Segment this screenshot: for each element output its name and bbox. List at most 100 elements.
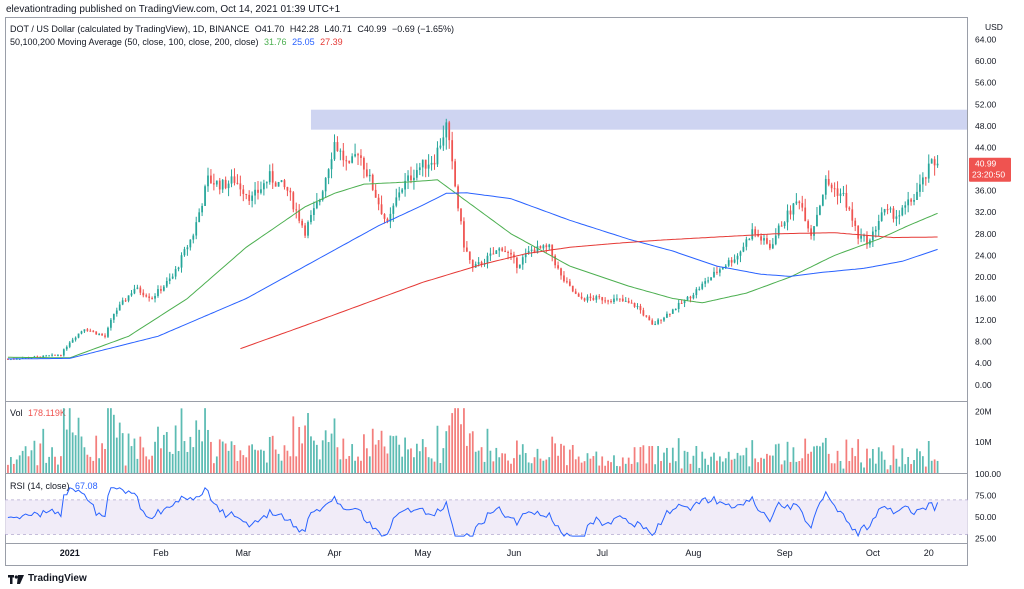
volume-bar <box>754 458 757 473</box>
volume-bar <box>901 448 904 473</box>
candle-body <box>616 298 618 300</box>
volume-bar <box>374 444 377 473</box>
volume-bar <box>201 441 203 473</box>
volume-bar <box>218 439 221 473</box>
volume-bar <box>666 447 668 473</box>
candle-body <box>621 298 624 301</box>
candle-body <box>898 215 901 217</box>
candle-body <box>477 262 480 265</box>
candle-body <box>495 250 498 254</box>
volume-bar <box>68 408 71 473</box>
volume-bar <box>212 463 215 473</box>
price-tick-label: 28.00 <box>975 229 997 239</box>
volume-bar <box>89 456 92 473</box>
time-tick-label: Apr <box>327 548 341 558</box>
volume-bar <box>195 420 198 473</box>
candle-body <box>480 262 483 265</box>
volume-bar <box>104 448 106 473</box>
candle-body <box>539 246 542 249</box>
candle-body <box>104 335 106 337</box>
candle-body <box>654 323 657 325</box>
candle-body <box>933 159 936 166</box>
volume-bar <box>757 462 760 473</box>
volume-bar <box>168 451 171 473</box>
candle-body <box>57 355 59 357</box>
volume-bar <box>586 453 589 473</box>
volume-bar <box>207 429 209 473</box>
candle-body <box>716 271 718 273</box>
volume-bar <box>180 408 183 473</box>
candle-body <box>880 212 883 222</box>
candle-body <box>927 163 930 179</box>
volume-bar <box>18 455 21 473</box>
candle-body <box>874 229 877 232</box>
volume-bar <box>198 429 201 473</box>
volume-bar <box>786 441 789 473</box>
volume-bar <box>724 458 727 473</box>
candle-body <box>921 177 924 185</box>
price-tick-label: 48.00 <box>975 121 997 131</box>
volume-bar <box>368 456 371 473</box>
candle-body <box>151 297 153 299</box>
volume-bar <box>254 449 256 473</box>
volume-bar <box>327 442 330 473</box>
volume-bar <box>848 460 851 473</box>
price-tick-label: 8.00 <box>975 337 992 347</box>
candle-body <box>86 329 89 331</box>
volume-bar <box>268 436 271 473</box>
candle-body <box>177 267 180 270</box>
candle-body <box>633 303 636 307</box>
candle-body <box>783 222 786 226</box>
volume-bar <box>568 449 571 473</box>
volume-bar <box>121 433 124 473</box>
candle-body <box>304 225 306 236</box>
candle-body <box>230 176 233 184</box>
candle-body <box>421 159 424 168</box>
volume-bar <box>54 456 56 473</box>
candle-body <box>645 315 648 317</box>
volume-bar <box>442 448 445 473</box>
volume-bar <box>742 455 745 473</box>
volume-bar <box>7 464 9 473</box>
candle-body <box>866 235 868 245</box>
candle-body <box>357 154 359 156</box>
volume-bar <box>454 408 456 473</box>
volume-bar <box>460 424 462 473</box>
candle-body <box>133 288 136 294</box>
volume-bar <box>242 455 245 473</box>
candle-body <box>127 295 130 301</box>
price-tick-label: 20.00 <box>975 272 997 282</box>
ma50-line <box>7 179 938 359</box>
volume-bar <box>363 434 365 473</box>
volume-bar <box>83 447 86 473</box>
candle-body <box>142 292 145 296</box>
volume-bar <box>215 456 218 473</box>
volume-bar <box>919 451 921 473</box>
price-tick-label: 44.00 <box>975 142 997 152</box>
rsi-tick-label: 100.00 <box>975 469 1001 479</box>
ohlc-high: H42.28 <box>289 24 319 34</box>
volume-bar <box>357 456 359 473</box>
candle-body <box>77 333 80 338</box>
candle-body <box>354 154 356 157</box>
volume-bar <box>136 458 139 473</box>
candle-body <box>601 297 604 301</box>
volume-legend: Vol 178.119K <box>10 408 69 418</box>
volume-bar <box>480 447 483 473</box>
volume-bar <box>566 465 568 473</box>
candle-body <box>636 306 639 308</box>
candle-body <box>577 293 580 297</box>
candle-body <box>101 334 103 336</box>
volume-value: 178.119K <box>28 408 66 418</box>
volume-bar <box>813 446 815 473</box>
price-tick-label: 16.00 <box>975 294 997 304</box>
volume-bar <box>618 466 621 473</box>
candle-body <box>524 253 527 258</box>
tradingview-branding[interactable]: TradingView <box>8 573 87 584</box>
rsi-tick-label: 50.00 <box>975 512 997 522</box>
candle-body <box>786 210 789 223</box>
volume-bar <box>286 450 289 473</box>
volume-bar <box>513 458 515 473</box>
candle-body <box>68 342 71 347</box>
